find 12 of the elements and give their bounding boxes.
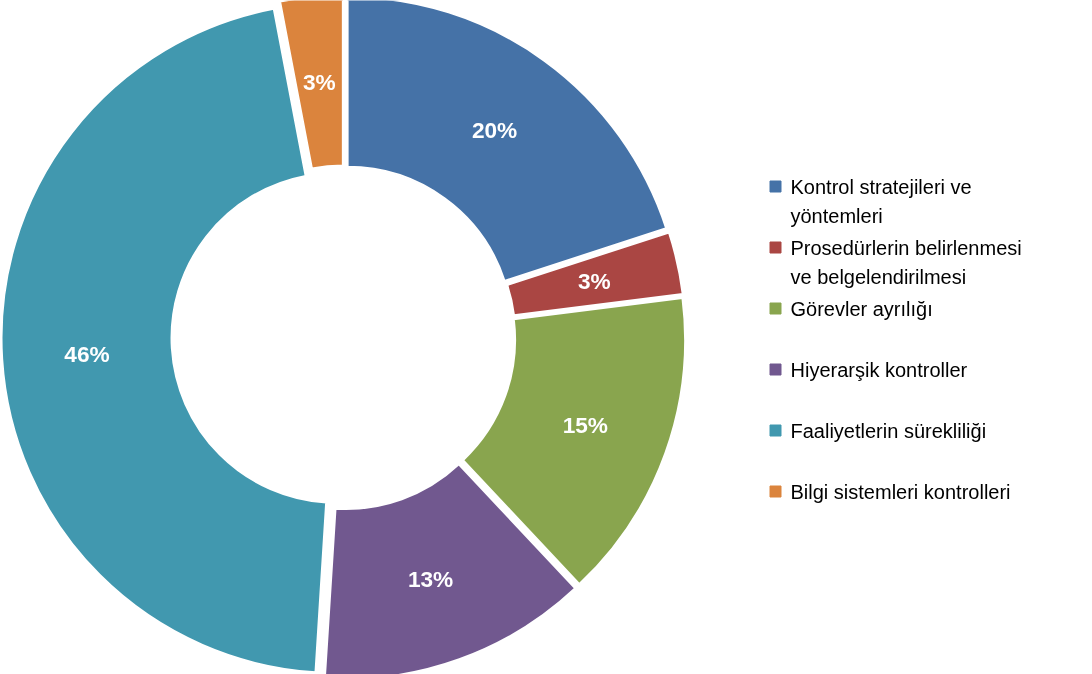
data-label: 3% bbox=[302, 68, 336, 95]
data-label: 20% bbox=[471, 116, 518, 143]
data-label: 13% bbox=[407, 566, 454, 593]
legend-label: Hiyerarşik kontroller bbox=[790, 358, 968, 381]
data-label: 46% bbox=[64, 340, 110, 367]
legend-label: Faaliyetlerin sürekliliği bbox=[790, 419, 987, 442]
legend-label: Kontrol stratejileri ve yöntemleri bbox=[790, 175, 972, 227]
legend-label: Bilgi sistemleri kontrolleri bbox=[790, 480, 1011, 503]
legend-label: Görevler ayrılığı bbox=[790, 297, 933, 320]
data-label: 15% bbox=[562, 411, 608, 438]
data-label: 3% bbox=[577, 268, 611, 295]
legend-label: Prosedürlerin belirlenmesi ve belgelendirilmesi bbox=[790, 236, 1022, 288]
